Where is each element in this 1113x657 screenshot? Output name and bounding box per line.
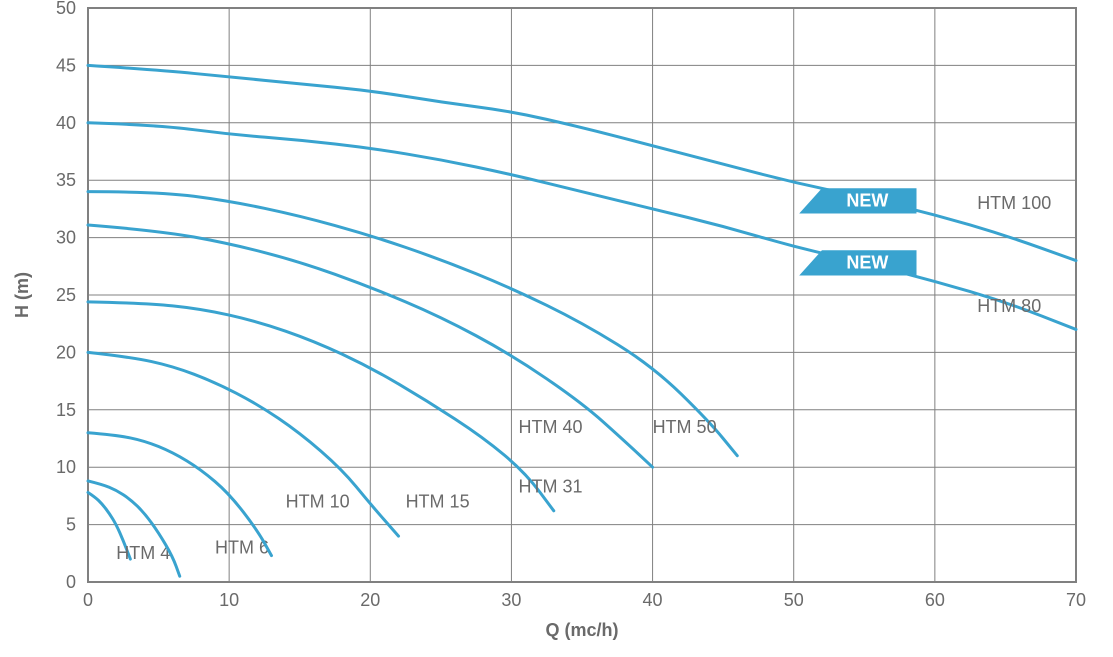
y-tick-label: 0 [66, 572, 76, 592]
y-tick-label: 45 [56, 55, 76, 75]
series-label-htm-100: HTM 100 [977, 193, 1051, 213]
series-label-htm-80: HTM 80 [977, 296, 1041, 316]
y-tick-label: 10 [56, 457, 76, 477]
x-tick-label: 60 [925, 590, 945, 610]
x-tick-label: 30 [501, 590, 521, 610]
x-tick-label: 40 [643, 590, 663, 610]
new-badge-text: NEW [846, 190, 888, 210]
x-tick-label: 20 [360, 590, 380, 610]
series-label-htm-6: HTM 6 [215, 537, 269, 557]
y-tick-label: 35 [56, 170, 76, 190]
new-badge-text: NEW [846, 252, 888, 272]
y-tick-label: 20 [56, 342, 76, 362]
series-label-htm-4: HTM 4 [116, 543, 170, 563]
x-tick-label: 10 [219, 590, 239, 610]
y-tick-label: 50 [56, 0, 76, 18]
y-tick-label: 5 [66, 515, 76, 535]
x-axis-title: Q (mc/h) [545, 620, 618, 640]
y-tick-label: 15 [56, 400, 76, 420]
series-label-htm-31: HTM 31 [518, 476, 582, 496]
series-label-htm-50: HTM 50 [653, 417, 717, 437]
series-label-htm-10: HTM 10 [286, 491, 350, 511]
y-tick-label: 40 [56, 113, 76, 133]
series-label-htm-40: HTM 40 [518, 417, 582, 437]
y-tick-label: 25 [56, 285, 76, 305]
pump-curve-chart: 0 10 20 30 40 50 60 70 0 5 10 15 20 25 30 35 40 45 50 Q (mc… [0, 0, 1113, 657]
chart-svg: 0 10 20 30 40 50 60 70 0 5 10 15 20 25 30 35 40 45 50 Q (mc… [0, 0, 1113, 657]
y-tick-label: 30 [56, 228, 76, 248]
x-tick-label: 70 [1066, 590, 1086, 610]
x-tick-label: 0 [83, 590, 93, 610]
series-label-htm-15: HTM 15 [406, 491, 470, 511]
y-axis-title: H (m) [12, 272, 32, 318]
x-tick-label: 50 [784, 590, 804, 610]
